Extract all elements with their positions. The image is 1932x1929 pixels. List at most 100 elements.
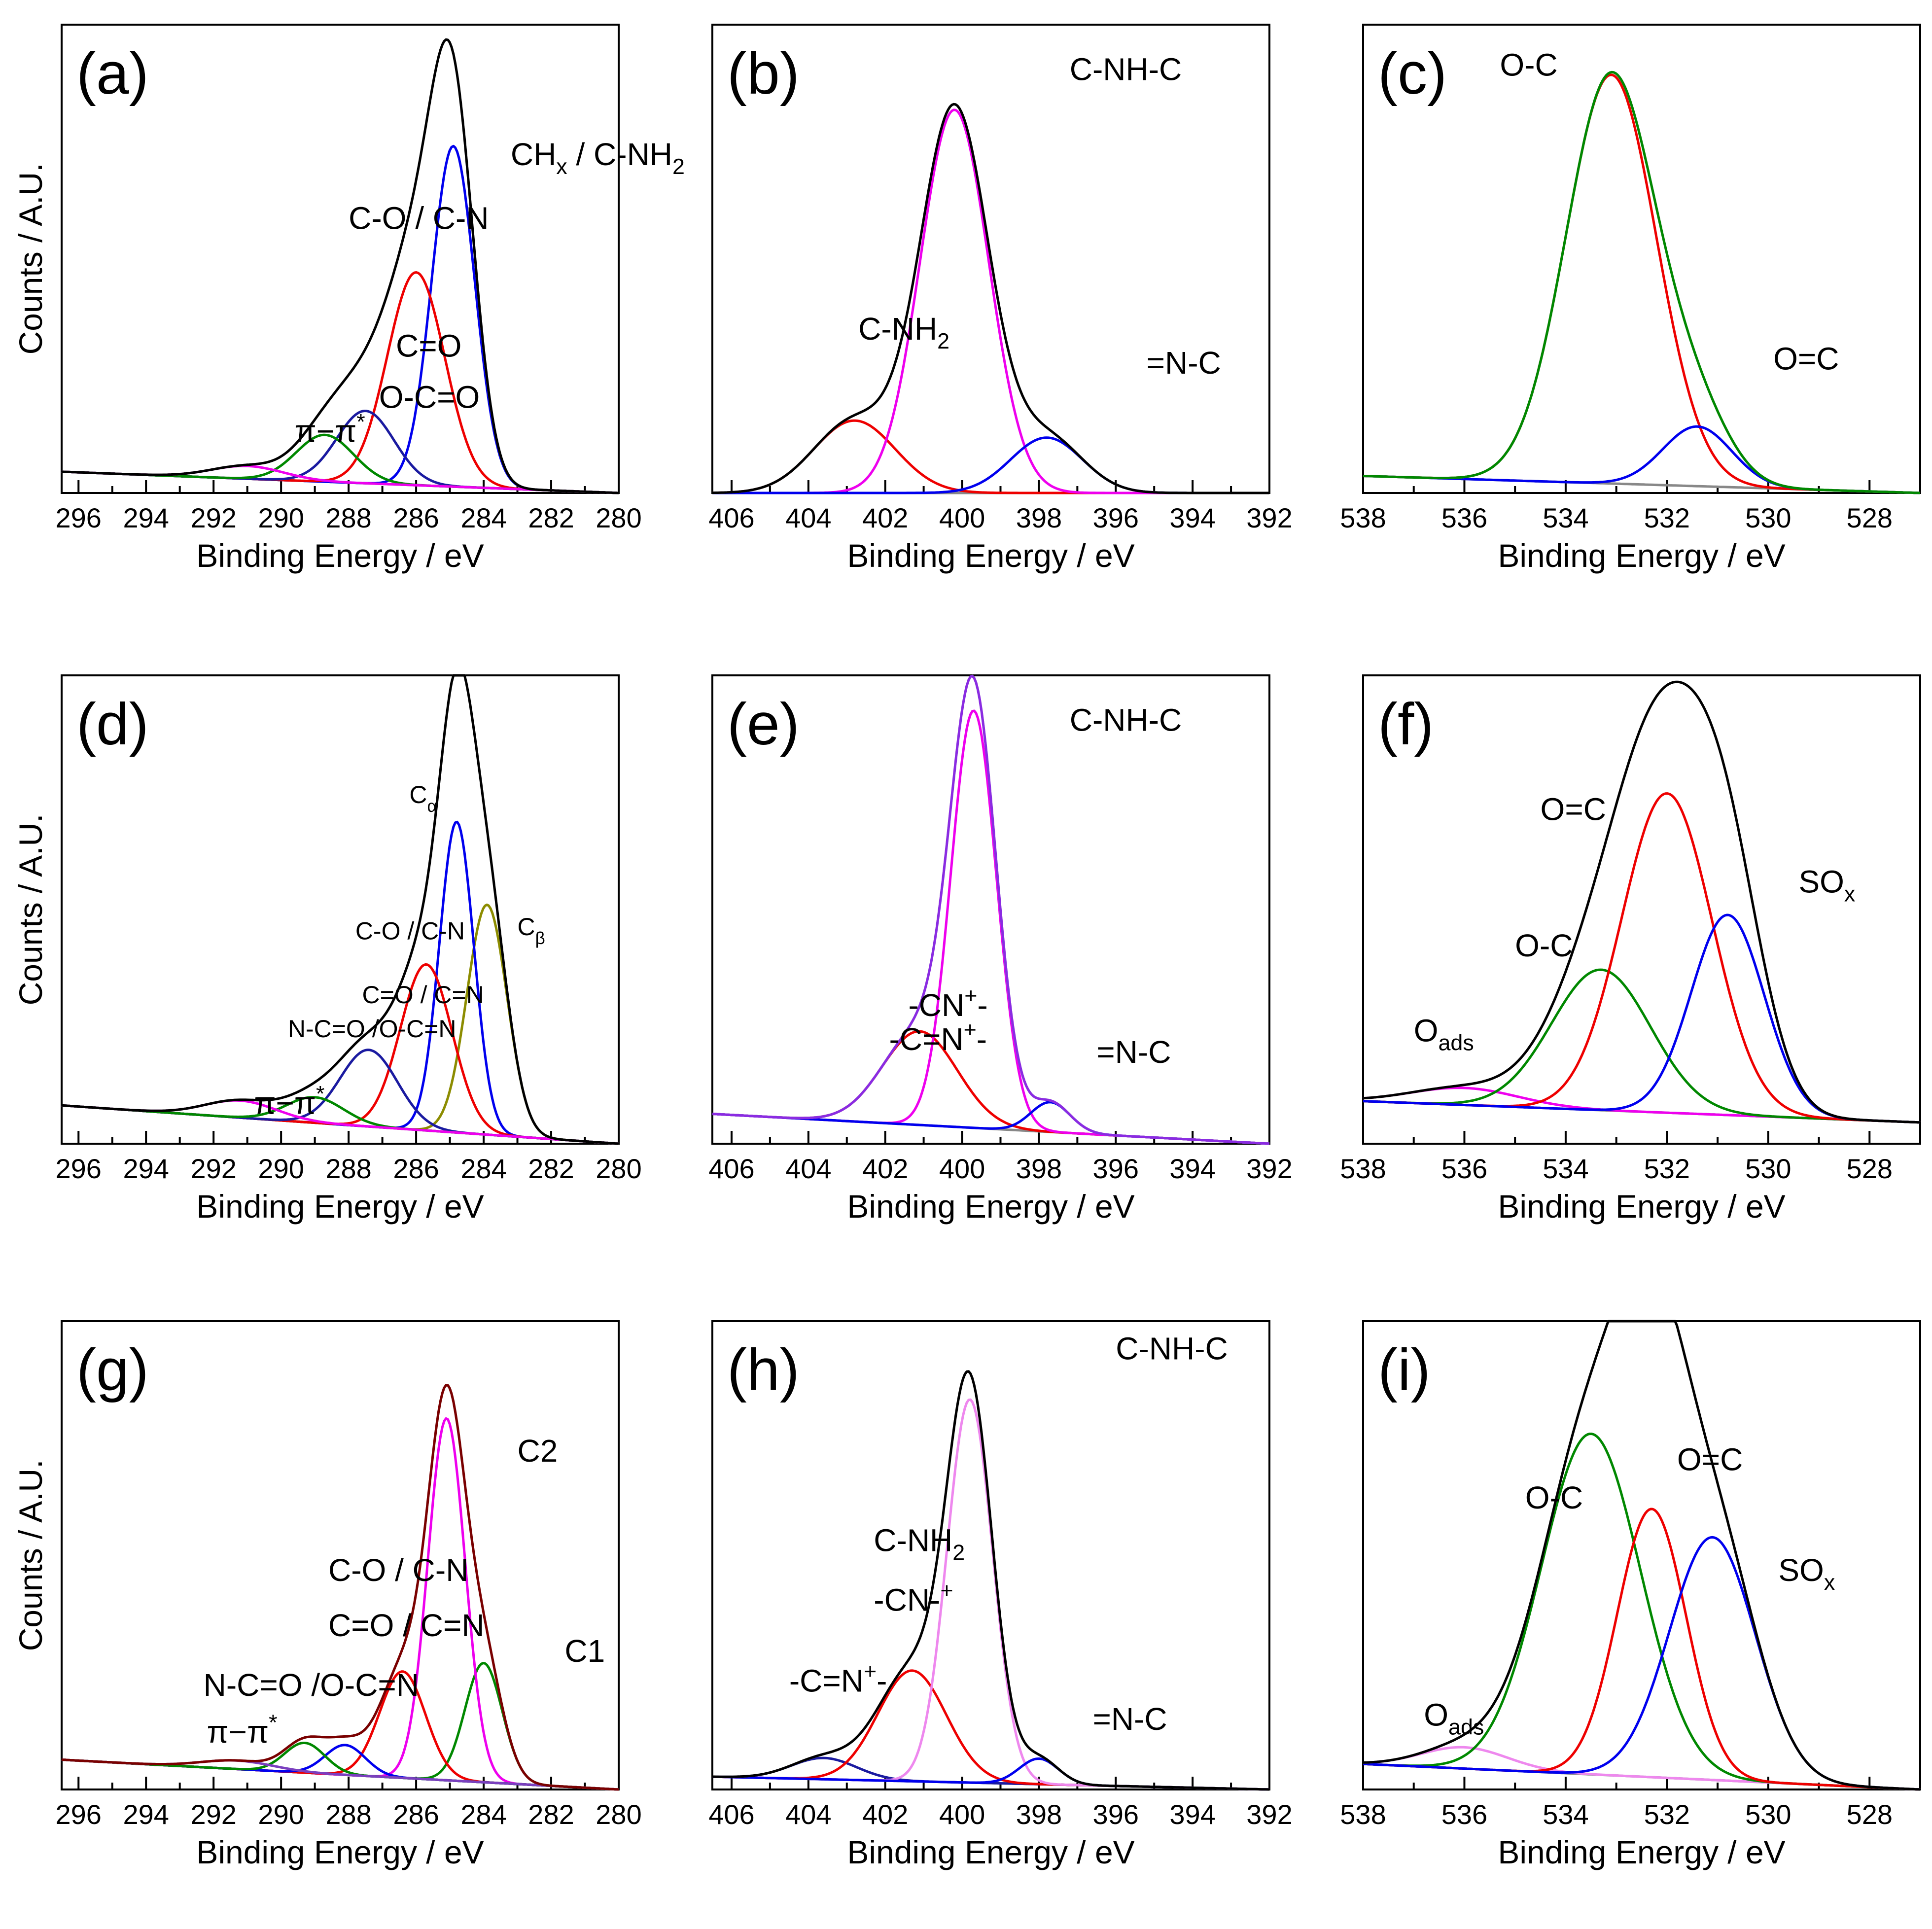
annotation-subscript: x: [556, 154, 567, 179]
x-tick-label: 294: [123, 502, 169, 533]
x-tick-label: 290: [258, 1799, 304, 1830]
annotation-subscript: ads: [1448, 1715, 1484, 1739]
peak-annotation: C-NH-C: [1070, 702, 1182, 737]
x-axis-title: Binding Energy / eV: [847, 1188, 1134, 1225]
annotation-text: O=C: [1541, 792, 1606, 827]
peak-annotation: π−π*​: [295, 409, 365, 449]
y-axis-title: Counts / A.U.: [12, 163, 49, 355]
peak-annotation: -CN-+​: [874, 1578, 953, 1617]
x-tick-label: 292: [190, 1153, 236, 1184]
peak-annotation: O=C: [1773, 341, 1839, 377]
peak-annotation: SOx​: [1798, 864, 1855, 906]
peak-annotation: Cα​: [409, 781, 437, 816]
annotation-subscript: x: [1824, 1570, 1835, 1595]
annotation-text-extra: -: [877, 1663, 887, 1698]
x-tick-label: 396: [1093, 1799, 1139, 1830]
peak-annotation: -CN+​-: [908, 983, 987, 1023]
peak-annotation: C=O / C=N: [362, 981, 484, 1009]
plot-frame: [1362, 674, 1921, 1145]
panel-label: (g): [76, 1337, 149, 1403]
annotation-text: C-NH: [874, 1522, 952, 1558]
x-tick-label: 532: [1644, 1153, 1690, 1184]
annotation-superscript: *: [269, 1710, 277, 1735]
envelope-curve: [712, 1370, 1270, 1791]
y-axis-title: Counts / A.U.: [12, 814, 49, 1006]
annotation-text: C=O: [396, 328, 461, 364]
x-tick-label: 400: [939, 1799, 985, 1830]
annotation-text: O-C: [1525, 1480, 1583, 1515]
x-tick-label: 532: [1644, 502, 1690, 533]
annotation-text: N-C=O /O-C=N: [204, 1667, 419, 1703]
annotation-text: C-O / C-N: [355, 917, 465, 945]
annotation-text: =N-C: [1147, 345, 1221, 381]
panel-f: 538 536 534 532 530 528 Binding Energy / eV (f)…: [1340, 674, 1921, 1225]
peak-annotation: O=C: [1541, 792, 1606, 827]
annotation-text: C-O / C-N: [349, 201, 489, 236]
envelope-curve: [1363, 1320, 1921, 1791]
x-tick-label: 530: [1745, 502, 1791, 533]
panel-label: (d): [76, 691, 149, 757]
x-tick-label: 394: [1169, 502, 1215, 533]
x-tick-label: 398: [1016, 1153, 1062, 1184]
panel-label: (f): [1378, 691, 1434, 757]
envelope-curve: [61, 674, 619, 1145]
peak-annotation: O-C: [1525, 1480, 1583, 1515]
annotation-text: =N-C: [1093, 1701, 1167, 1737]
y-axis-title: Counts / A.U.: [12, 1460, 49, 1651]
annotation-text: π−π: [295, 413, 357, 449]
x-tick-label: 538: [1340, 1799, 1386, 1830]
x-tick-label: 392: [1246, 502, 1292, 533]
envelope-curve: [61, 1384, 619, 1791]
x-tick-label: 396: [1093, 502, 1139, 533]
x-tick-label: 284: [460, 1799, 506, 1830]
peak-annotation: C-NH2​: [874, 1522, 965, 1565]
panel-label: (a): [76, 40, 149, 106]
annotation-subscript: 2: [952, 1540, 965, 1565]
panel-e: 406 404 402 400 398 396 394 392 Binding Energy /…: [708, 674, 1293, 1225]
x-axis-title: Binding Energy / eV: [1498, 1834, 1785, 1870]
plot-frame: [1362, 24, 1921, 494]
annotation-text: O=C: [1677, 1441, 1743, 1477]
x-tick-label: 290: [258, 502, 304, 533]
peak-annotation: -C=N+​-: [889, 1017, 987, 1057]
peak-annotation: C-NH2​: [858, 311, 949, 353]
peak-annotation: N-C=O /O-C=N: [288, 1015, 457, 1043]
annotation-text-extra: / C-NH: [567, 137, 672, 172]
panel-label: (i): [1378, 1337, 1431, 1403]
x-tick-label: 532: [1644, 1799, 1690, 1830]
x-axis-title: Binding Energy / eV: [196, 1834, 484, 1870]
x-tick-label: 294: [123, 1153, 169, 1184]
x-tick-label: 534: [1543, 1153, 1588, 1184]
x-axis-title: Binding Energy / eV: [196, 537, 484, 574]
x-tick-label: 292: [190, 1799, 236, 1830]
x-tick-label: 284: [460, 1153, 506, 1184]
annotation-text: π−π: [254, 1086, 316, 1121]
annotation-text: SO: [1798, 864, 1844, 899]
peak-annotation: C-O / C-N: [349, 201, 489, 236]
x-tick-label: 534: [1543, 1799, 1588, 1830]
x-tick-label: 402: [862, 502, 908, 533]
annotation-text: C-NH: [858, 311, 937, 347]
x-tick-label: 398: [1016, 1799, 1062, 1830]
x-tick-label: 280: [596, 502, 641, 533]
annotation-text: -C=N: [889, 1021, 963, 1057]
x-tick-label: 282: [528, 502, 574, 533]
x-tick-label: 402: [862, 1799, 908, 1830]
annotation-text-extra: -: [977, 1021, 987, 1057]
panel-label: (e): [727, 691, 800, 757]
x-tick-label: 534: [1543, 502, 1588, 533]
x-tick-label: 280: [596, 1799, 641, 1830]
peak-annotation: C-NH-C: [1116, 1331, 1228, 1367]
panel-label: (c): [1378, 40, 1447, 106]
x-tick-label: 404: [785, 1153, 831, 1184]
annotation-text: -CN-: [874, 1582, 940, 1617]
annotation-superscript: *: [316, 1082, 324, 1106]
x-tick-label: 538: [1340, 502, 1386, 533]
x-tick-label: 528: [1847, 1799, 1893, 1830]
annotation-subscript: 2: [672, 154, 685, 179]
annotation-text: C1: [564, 1633, 605, 1669]
annotation-subscript: x: [1844, 881, 1855, 906]
annotation-text: C: [518, 913, 535, 941]
peak-annotation: C=O / C=N: [328, 1608, 485, 1643]
